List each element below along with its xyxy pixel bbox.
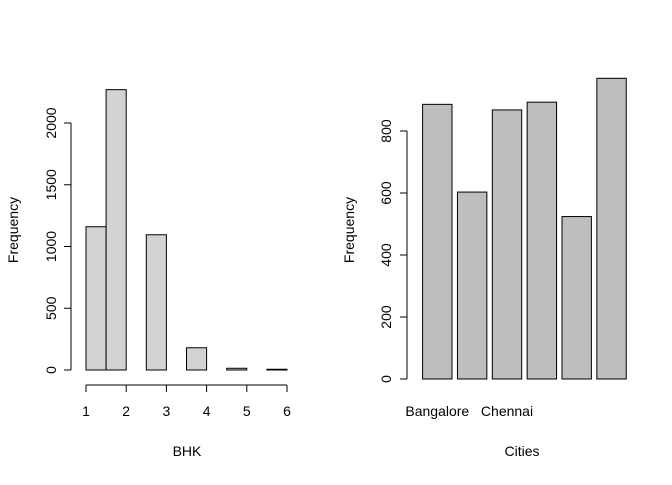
histogram-bar-7 xyxy=(226,367,248,371)
histogram-bar-5 xyxy=(186,347,208,371)
histogram-x-tick-label-4: 5 xyxy=(243,403,251,419)
histogram-x-axis-label: BHK xyxy=(173,443,202,459)
cities-bar-panel: Cities Frequency Bangalore Chennai 0 200 400… xyxy=(341,77,627,459)
cities-y-tick-label-2: 400 xyxy=(378,243,394,267)
histogram-bar-9 xyxy=(266,368,288,371)
cities-bar-3 xyxy=(526,101,558,380)
cities-x-axis-label: Cities xyxy=(504,443,539,459)
histogram-x-tick-label-3: 4 xyxy=(203,403,211,419)
histogram-x-tick-label-2: 3 xyxy=(163,403,171,419)
cities-x-tick-label-2: Chennai xyxy=(481,403,533,419)
cities-y-tick-label-0: 0 xyxy=(378,375,394,383)
cities-bar-4 xyxy=(561,216,592,380)
cities-x-tick-label-0: Bangalore xyxy=(405,403,469,419)
histogram-panel: BHK Frequency 1 2 3 4 5 6 0 500 1000 1500 2000 xyxy=(5,89,291,459)
histogram-y-tick-label-2: 1000 xyxy=(43,231,59,262)
histogram-y-tick-label-0: 0 xyxy=(43,366,59,374)
cities-bar-1 xyxy=(456,191,488,380)
histogram-y-axis-label: Frequency xyxy=(5,197,21,263)
histogram-x-tick-label-5: 6 xyxy=(283,403,291,419)
histogram-bar-1 xyxy=(105,89,127,371)
histogram-x-tick-label-0: 1 xyxy=(82,403,90,419)
cities-y-axis-label: Frequency xyxy=(341,197,357,263)
cities-y-tick-label-1: 200 xyxy=(378,305,394,329)
cities-y-tick-label-3: 600 xyxy=(378,181,394,205)
histogram-bar-3 xyxy=(145,234,167,371)
histogram-x-tick-label-1: 2 xyxy=(122,403,130,419)
histogram-bar-0 xyxy=(85,226,107,371)
cities-bar-5 xyxy=(596,77,627,380)
histogram-y-tick-label-4: 2000 xyxy=(43,107,59,138)
histogram-y-tick-label-3: 1500 xyxy=(43,169,59,200)
cities-y-tick-label-4: 800 xyxy=(378,119,394,143)
cities-bar-0 xyxy=(422,103,453,380)
histogram-y-tick-label-1: 500 xyxy=(43,296,59,320)
cities-bar-2 xyxy=(491,109,523,380)
